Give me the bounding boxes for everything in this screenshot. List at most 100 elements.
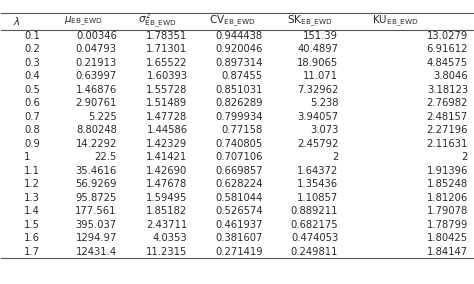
Text: 0.7: 0.7 [24,112,40,122]
Text: 40.4897: 40.4897 [297,44,338,54]
Text: 0.461937: 0.461937 [215,220,263,230]
Text: 0.628224: 0.628224 [215,179,263,189]
Text: 0.669857: 0.669857 [215,166,263,176]
Text: 1.81206: 1.81206 [427,193,468,203]
Text: 0.8: 0.8 [24,125,40,135]
Text: $\mathrm{SK}_{\mathrm{EB\_EWD}}$: $\mathrm{SK}_{\mathrm{EB\_EWD}}$ [287,13,333,29]
Text: 0.63997: 0.63997 [75,71,117,81]
Text: 1.4: 1.4 [24,206,40,216]
Text: 11.071: 11.071 [303,71,338,81]
Text: 2.90761: 2.90761 [75,98,117,108]
Text: 1.51489: 1.51489 [146,98,188,108]
Text: 1.41421: 1.41421 [146,152,188,162]
Text: 1.79078: 1.79078 [427,206,468,216]
Text: 2.43711: 2.43711 [146,220,188,230]
Text: 2: 2 [332,152,338,162]
Text: 2.48157: 2.48157 [427,112,468,122]
Text: 1.59495: 1.59495 [146,193,188,203]
Text: 7.32962: 7.32962 [297,85,338,95]
Text: 22.5: 22.5 [94,152,117,162]
Text: 6.91612: 6.91612 [427,44,468,54]
Text: 35.4616: 35.4616 [75,166,117,176]
Text: 1.5: 1.5 [24,220,40,230]
Text: 2.45792: 2.45792 [297,139,338,149]
Text: 95.8725: 95.8725 [75,193,117,203]
Text: 1.46876: 1.46876 [75,85,117,95]
Text: 3.073: 3.073 [310,125,338,135]
Text: 1.71301: 1.71301 [146,44,188,54]
Text: 395.037: 395.037 [76,220,117,230]
Text: 1.42690: 1.42690 [146,166,188,176]
Text: 2.11631: 2.11631 [427,139,468,149]
Text: 12431.4: 12431.4 [76,247,117,257]
Text: 0.249811: 0.249811 [291,247,338,257]
Text: 1.78799: 1.78799 [427,220,468,230]
Text: 1.85182: 1.85182 [146,206,188,216]
Text: 0.9: 0.9 [24,139,40,149]
Text: 0.889211: 0.889211 [291,206,338,216]
Text: 1: 1 [24,152,30,162]
Text: 0.707106: 0.707106 [215,152,263,162]
Text: 4.84575: 4.84575 [427,58,468,68]
Text: 0.740805: 0.740805 [216,139,263,149]
Text: 1.85248: 1.85248 [427,179,468,189]
Text: 0.526574: 0.526574 [215,206,263,216]
Text: 1.47678: 1.47678 [146,179,188,189]
Text: 0.474053: 0.474053 [291,233,338,243]
Text: 0.04793: 0.04793 [76,44,117,54]
Text: 8.80248: 8.80248 [76,125,117,135]
Text: 11.2315: 11.2315 [146,247,188,257]
Text: 13.0279: 13.0279 [427,31,468,41]
Text: 1.42329: 1.42329 [146,139,188,149]
Text: 5.225: 5.225 [88,112,117,122]
Text: 1.3: 1.3 [24,193,40,203]
Text: 1.80425: 1.80425 [427,233,468,243]
Text: 56.9269: 56.9269 [75,179,117,189]
Text: 0.851031: 0.851031 [216,85,263,95]
Text: 0.381607: 0.381607 [216,233,263,243]
Text: 1.1: 1.1 [24,166,40,176]
Text: $\lambda$: $\lambda$ [13,15,21,27]
Text: 0.87455: 0.87455 [222,71,263,81]
Text: 0.920046: 0.920046 [216,44,263,54]
Text: 1294.97: 1294.97 [75,233,117,243]
Text: $\mu_{\mathrm{EB\_EWD}}$: $\mu_{\mathrm{EB\_EWD}}$ [64,14,103,28]
Text: $\mathrm{KU}_{\mathrm{EB\_EWD}}$: $\mathrm{KU}_{\mathrm{EB\_EWD}}$ [372,13,418,29]
Text: 1.78351: 1.78351 [146,31,188,41]
Text: 0.2: 0.2 [24,44,40,54]
Text: 1.6: 1.6 [24,233,40,243]
Text: 0.3: 0.3 [24,58,40,68]
Text: 1.60393: 1.60393 [146,71,188,81]
Text: 0.4: 0.4 [24,71,40,81]
Text: 2.76982: 2.76982 [427,98,468,108]
Text: 14.2292: 14.2292 [75,139,117,149]
Text: 1.47728: 1.47728 [146,112,188,122]
Text: 0.1: 0.1 [24,31,40,41]
Text: 0.682175: 0.682175 [291,220,338,230]
Text: $\sigma^2_{\mathrm{EB\_EWD}}$: $\sigma^2_{\mathrm{EB\_EWD}}$ [137,12,176,30]
Text: 0.581044: 0.581044 [216,193,263,203]
Text: 2.27196: 2.27196 [427,125,468,135]
Text: 0.21913: 0.21913 [75,58,117,68]
Text: 1.55728: 1.55728 [146,85,188,95]
Text: 3.94057: 3.94057 [297,112,338,122]
Text: 18.9065: 18.9065 [297,58,338,68]
Text: 4.0353: 4.0353 [153,233,188,243]
Text: 0.5: 0.5 [24,85,40,95]
Text: 1.2: 1.2 [24,179,40,189]
Text: 1.91396: 1.91396 [427,166,468,176]
Text: 1.10857: 1.10857 [297,193,338,203]
Text: 5.238: 5.238 [310,98,338,108]
Text: 177.561: 177.561 [75,206,117,216]
Text: 3.18123: 3.18123 [427,85,468,95]
Text: 1.64372: 1.64372 [297,166,338,176]
Text: 1.44586: 1.44586 [146,125,188,135]
Text: 0.799934: 0.799934 [215,112,263,122]
Text: 0.271419: 0.271419 [215,247,263,257]
Text: $\mathrm{CV}_{\mathrm{EB\_EWD}}$: $\mathrm{CV}_{\mathrm{EB\_EWD}}$ [209,13,255,29]
Text: 151.39: 151.39 [303,31,338,41]
Text: 0.897314: 0.897314 [216,58,263,68]
Text: 0.6: 0.6 [24,98,40,108]
Text: 1.84147: 1.84147 [427,247,468,257]
Text: 1.7: 1.7 [24,247,40,257]
